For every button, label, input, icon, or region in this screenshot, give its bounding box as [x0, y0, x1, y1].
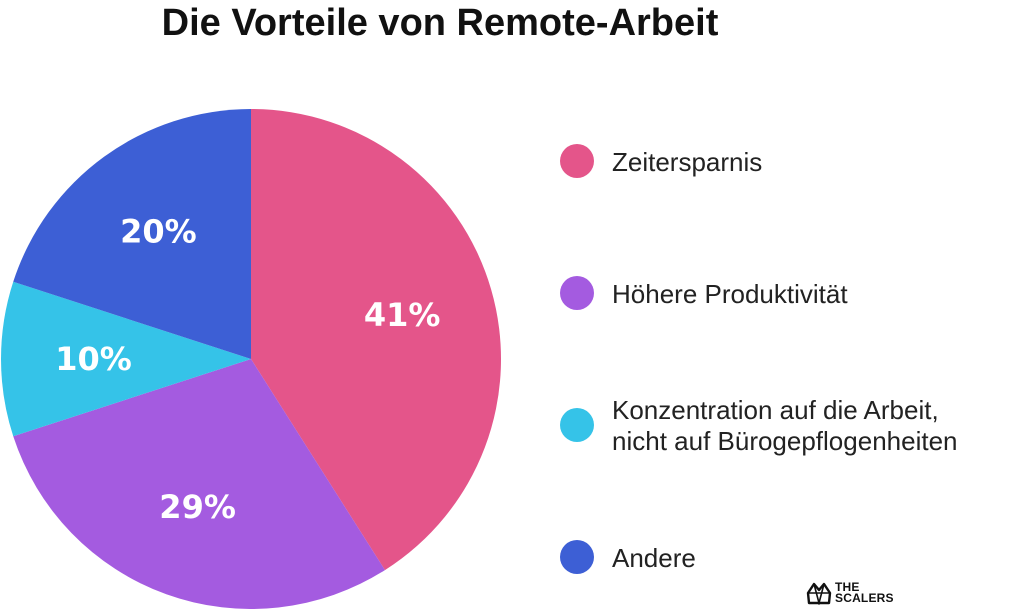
brand-logo: THE SCALERS	[806, 581, 894, 605]
legend-label-zeitersparnis: Zeitersparnis	[612, 147, 763, 177]
legend-label-konzentration: Konzentration auf die Arbeit, nicht auf …	[612, 395, 958, 457]
pie-label-produktivitaet: 29%	[159, 488, 236, 526]
legend-label-produktivitaet: Höhere Produktivität	[612, 279, 848, 309]
legend-swatch-zeitersparnis	[560, 144, 594, 178]
pie-slice-andere	[13, 109, 251, 359]
brand-logo-text: THE SCALERS	[835, 580, 894, 605]
pie-slice-zeitersparnis	[251, 109, 502, 571]
pie-label-konzentration: 10%	[55, 340, 132, 378]
pie-chart: 41% 29% 10% 20%	[1, 109, 502, 609]
legend-swatch-konzentration	[560, 408, 594, 442]
brand-logo-line1: THE	[835, 580, 860, 594]
legend-label-andere: Andere	[612, 543, 696, 573]
brand-logo-line2: SCALERS	[835, 591, 894, 605]
legend-label-konzentration-line1: Konzentration auf die Arbeit,	[612, 395, 939, 425]
legend-label-konzentration-line2: nicht auf Bürogepflogenheiten	[612, 426, 958, 456]
legend-swatch-produktivitaet	[560, 276, 594, 310]
legend-swatch-andere	[560, 540, 594, 574]
pie-label-zeitersparnis: 41%	[364, 296, 441, 334]
pie-slice-konzentration	[1, 281, 251, 437]
pie-label-andere: 20%	[120, 213, 197, 251]
chart-title: Die Vorteile von Remote-Arbeit	[161, 2, 719, 44]
pie-slice-produktivitaet	[13, 359, 385, 609]
crown-logo-icon	[806, 582, 832, 605]
